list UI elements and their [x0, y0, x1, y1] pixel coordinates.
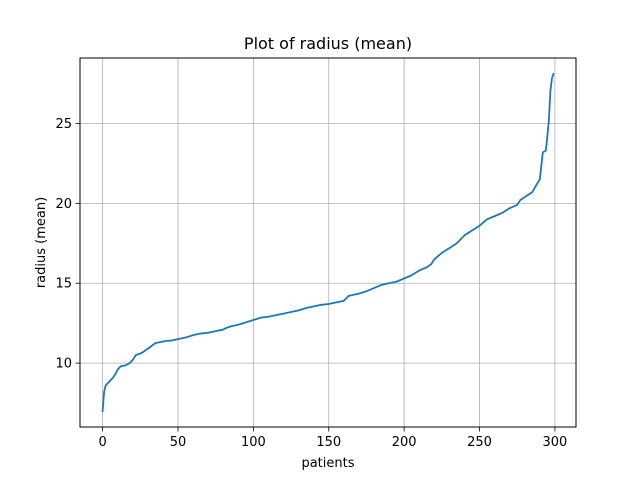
grid-lines [80, 58, 576, 427]
x-tick-label: 150 [316, 435, 341, 450]
x-axis-label: patients [301, 456, 354, 471]
x-tick-label: 100 [241, 435, 266, 450]
y-tick-label: 20 [55, 197, 72, 212]
plot-frame [79, 57, 577, 428]
series-layer [101, 72, 555, 412]
x-tick-label: 250 [467, 435, 492, 450]
y-tick-label: 15 [55, 277, 72, 292]
y-tick-label: 25 [55, 117, 72, 132]
y-axis-label: radius (mean) [34, 197, 49, 288]
chart-title: Plot of radius (mean) [244, 34, 412, 53]
y-tick-label: 10 [55, 357, 72, 372]
x-tick-label: 50 [170, 435, 187, 450]
plot-area-background [80, 58, 576, 427]
x-tick-label: 300 [542, 435, 567, 450]
x-tick-label: 200 [392, 435, 417, 450]
x-tick-label: 0 [98, 435, 106, 450]
ticks: 0 50 100 150 200 250 300 10 15 20 25 [55, 117, 567, 450]
series-line-radius-mean [101, 72, 555, 412]
